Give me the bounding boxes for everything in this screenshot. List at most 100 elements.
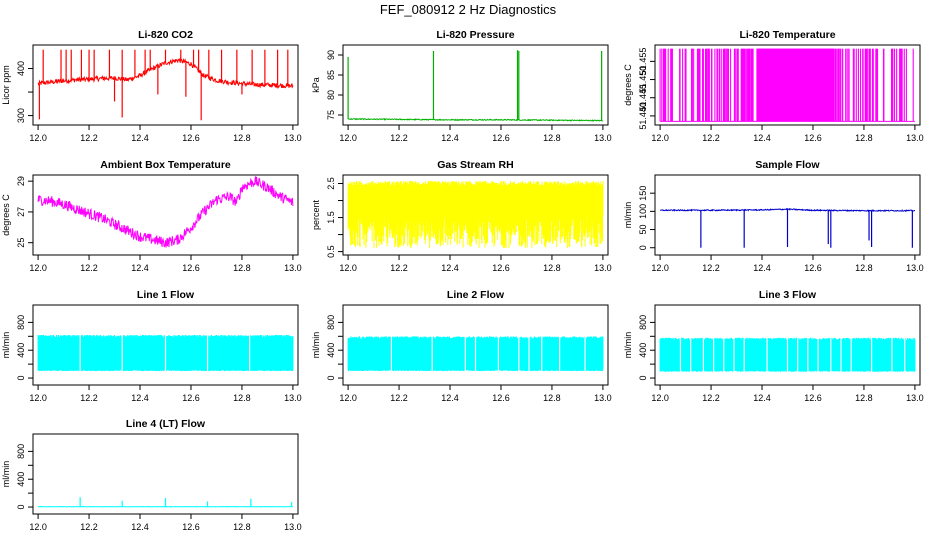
x-tick-label: 13.0 [284,522,302,532]
y-axis-label: ml/min [1,332,11,359]
y-tick-label: 75 [326,110,336,120]
x-tick-label: 13.0 [594,133,612,143]
chart-title: Sample Flow [755,159,820,171]
x-tick-label: 12.6 [182,133,200,143]
plot-frame [32,304,299,386]
x-tick-label: 12.2 [390,393,408,403]
plot-frame [32,174,299,256]
chart-title: Li-820 Temperature [739,29,835,41]
x-tick-label: 12.4 [753,393,771,403]
y-tick-label: 150 [638,186,648,201]
y-tick-label: 51.440 [638,102,648,130]
x-tick-label: 12.8 [543,393,561,403]
chart-title: Line 2 Flow [447,289,505,301]
x-tick-label: 13.0 [594,263,612,273]
chart-panel-3: Li-820 Temperature degrees C 12.0 12.2 12.4 1… [623,29,924,143]
x-tick-label: 12.2 [390,133,408,143]
y-tick-label: 800 [638,315,648,330]
x-tick-label: 12.8 [855,393,873,403]
series-line [659,337,916,373]
x-tick-label: 12.0 [29,393,47,403]
x-tick-label: 12.8 [233,393,251,403]
x-tick-label: 12.2 [80,393,98,403]
x-tick-label: 12.6 [804,133,822,143]
x-tick-label: 12.8 [233,263,251,273]
plot-frame [342,44,609,126]
x-tick-label: 12.0 [339,393,357,403]
y-tick-label: 800 [16,444,26,459]
series-line [347,50,603,122]
chart-panel-1: Li-820 CO2 Licor ppm 12.0 12.2 12.4 12.6 12.8 1… [1,29,302,143]
y-tick-label: 400 [638,343,648,358]
chart-panel-7: Line 1 Flow ml/min 12.0 12.2 12.4 12.6 12.8 13.… [1,289,302,403]
series-line [659,48,915,122]
y-tick-label: 1.5 [326,211,336,224]
x-tick-label: 12.0 [651,133,669,143]
y-tick-label: 2.5 [326,177,336,190]
y-tick-label: 85 [326,70,336,80]
x-tick-label: 13.0 [284,263,302,273]
y-axis-label: kPa [311,77,321,93]
y-tick-label: 51.445 [638,84,648,112]
x-tick-label: 12.2 [702,263,720,273]
chart-panel-2: Li-820 Pressure kPa 12.0 12.2 12.4 12.6 12.8 13… [311,29,612,143]
y-tick-label: 800 [16,315,26,330]
series-line [37,176,294,248]
y-axis-label: ml/min [623,332,633,359]
x-tick-label: 13.0 [906,133,924,143]
x-tick-label: 13.0 [284,393,302,403]
x-tick-label: 12.2 [80,522,98,532]
y-tick-label: 400 [16,472,26,487]
series-line [659,207,916,248]
chart-title: Ambient Box Temperature [100,159,231,171]
page-title: FEF_080912 2 Hz Diagnostics [379,2,557,17]
x-tick-label: 12.4 [753,263,771,273]
plot-frame [32,433,299,515]
chart-panel-4: Ambient Box Temperature degrees C 12.0 12.2… [1,159,302,273]
x-tick-label: 12.0 [29,522,47,532]
series-line [347,180,604,249]
x-tick-label: 12.8 [543,263,561,273]
chart-title: Gas Stream RH [437,159,513,171]
plot-frame [342,174,609,256]
y-axis-label: ml/min [623,202,633,229]
x-tick-label: 12.0 [651,393,669,403]
y-tick-label: 51.455 [638,48,648,76]
x-tick-label: 12.4 [441,263,459,273]
series-line [347,335,604,372]
y-tick-label: 50 [638,225,648,235]
series-line [37,334,294,372]
plot-frame [654,174,921,256]
x-tick-label: 13.0 [906,263,924,273]
x-tick-label: 12.0 [29,263,47,273]
x-tick-label: 12.4 [131,263,149,273]
x-tick-label: 12.2 [80,263,98,273]
plot-frame [32,44,299,126]
x-tick-label: 12.0 [29,133,47,143]
y-tick-label: 0.5 [326,245,336,258]
x-tick-label: 12.2 [702,133,720,143]
y-axis-label: Licor ppm [1,65,11,105]
x-tick-label: 13.0 [284,133,302,143]
series-line [37,497,294,508]
chart-panel-5: Gas Stream RH percent 12.0 12.2 12.4 12.6 12.8… [311,159,612,273]
y-tick-label: 100 [638,204,648,219]
plot-frame [342,304,609,386]
chart-panel-10: Line 4 (LT) Flow ml/min 12.0 12.2 12.4 12.6 12… [1,418,302,532]
y-axis-label: ml/min [311,332,321,359]
x-tick-label: 12.6 [182,522,200,532]
y-tick-label: 0 [16,376,26,381]
x-tick-label: 12.6 [492,393,510,403]
x-tick-label: 12.0 [651,263,669,273]
x-tick-label: 12.8 [233,522,251,532]
y-tick-label: 29 [16,176,26,186]
y-tick-label: 800 [326,315,336,330]
y-tick-label: 0 [326,376,336,381]
x-tick-label: 12.6 [804,263,822,273]
x-tick-label: 12.6 [804,393,822,403]
chart-title: Line 3 Flow [759,289,817,301]
chart-panel-9: Line 3 Flow ml/min 12.0 12.2 12.4 12.6 12.8 13.… [623,289,924,403]
x-tick-label: 12.8 [543,133,561,143]
y-tick-label: 80 [326,90,336,100]
